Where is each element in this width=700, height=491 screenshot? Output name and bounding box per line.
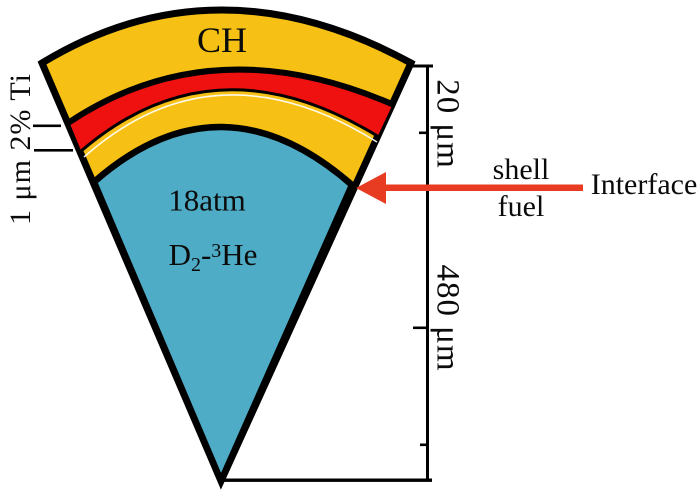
fuel-region	[90, 123, 356, 490]
fuel-radius-dimension-label: 480 μm	[429, 264, 466, 372]
dimension-tick-shell-end	[419, 131, 427, 135]
shell-thickness-dimension-label: 20 μm	[429, 79, 466, 169]
interface-caption: shell fuel	[493, 151, 550, 225]
dopant-layer-label: 1 μm 2% Ti	[4, 73, 37, 225]
ti-layer-top-border	[66, 66, 396, 126]
ti-layer-white-underline	[83, 94, 378, 158]
fuel-composition-dash: -	[200, 237, 212, 272]
ti-layer-pointer-tick-bottom	[34, 149, 73, 152]
fuel-composition-label: D2-3He	[169, 239, 258, 275]
dimension-line-baseline	[219, 478, 432, 482]
dimension-tick-lower	[420, 443, 427, 447]
fuel-composition-subscript: 2	[190, 254, 201, 276]
shell-material-label: CH	[196, 20, 248, 60]
dimension-line-vertical	[426, 65, 429, 481]
fuel-composition-base2: He	[221, 237, 258, 272]
interface-label: Interface	[590, 168, 698, 201]
dimension-tick-outer-surface	[409, 64, 433, 68]
dimension-tick-mid	[413, 326, 427, 330]
interface-caption-shell: shell	[492, 153, 550, 186]
interface-arrow-shaft	[374, 184, 583, 191]
fuel-composition-superscript: 3	[211, 240, 222, 262]
interface-caption-fuel: fuel	[497, 190, 545, 223]
interface-arrow-head	[356, 172, 386, 204]
ti-layer-pointer-tick-top	[33, 124, 61, 128]
interface-arrow-icon	[356, 172, 583, 204]
fuel-pressure-label: 18atm	[168, 182, 246, 218]
fuel-composition-base: D	[168, 237, 191, 272]
